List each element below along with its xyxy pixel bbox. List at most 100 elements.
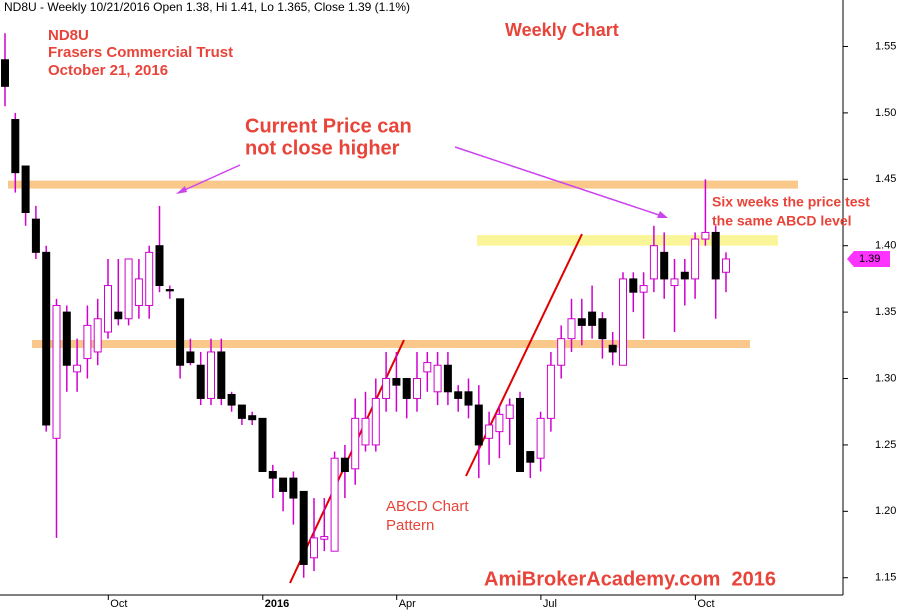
arrow-head [176, 186, 187, 194]
pattern-label: Pattern [386, 517, 434, 534]
candle-body [485, 424, 494, 439]
candle-body [1, 59, 9, 87]
candle-body [382, 378, 391, 399]
candle-body [392, 378, 401, 386]
candle-body [474, 404, 483, 446]
chart-label: Weekly Chart [505, 20, 619, 40]
y-tick-label: 1.40 [875, 240, 896, 252]
candle-body [155, 245, 164, 287]
candle-body [402, 378, 411, 399]
candle-body [114, 311, 123, 320]
x-tick-label: Oct [110, 598, 127, 610]
candle-body [413, 378, 421, 399]
candle-body [186, 351, 195, 364]
candle-body [340, 457, 349, 472]
y-tick-label: 1.25 [875, 439, 896, 451]
candle-body [31, 218, 40, 253]
price-band [477, 235, 778, 246]
candle-body [649, 245, 658, 280]
candle-body [310, 537, 318, 559]
candle-body [722, 258, 730, 273]
candle-body [495, 413, 504, 433]
chart-title: ND8U - Weekly 10/21/2016 Open 1.38, Hi 1… [4, 0, 410, 14]
pattern-label: ABCD Chart [386, 498, 469, 515]
watermark: AmiBrokerAcademy.com 2016 [484, 568, 776, 590]
candle-body [134, 278, 143, 306]
candle-body [619, 278, 627, 366]
candle-body [464, 391, 473, 406]
candle-body [320, 536, 329, 540]
x-tick-label: 2016 [265, 598, 289, 610]
x-tick-label: Oct [697, 598, 714, 610]
candle-body [371, 397, 380, 446]
candle-body [217, 351, 226, 399]
candle-body [21, 165, 30, 213]
date: October 21, 2016 [48, 62, 168, 79]
note: not close higher [245, 137, 400, 159]
arrow-head [657, 211, 668, 218]
y-tick-label: 1.20 [875, 505, 896, 517]
candle-body [361, 417, 370, 446]
candle-body [11, 119, 20, 174]
candle-body [145, 251, 154, 306]
candle-body [711, 231, 720, 280]
candle-body [546, 364, 555, 419]
candle-body [351, 417, 360, 470]
y-tick-label: 1.50 [875, 107, 896, 119]
candle-body [258, 417, 267, 472]
x-tick-label: Jul [543, 598, 557, 610]
candle-body [330, 457, 339, 552]
candle-body [176, 298, 185, 366]
candle-body [639, 285, 648, 293]
y-tick-label: 1.55 [875, 40, 896, 52]
candle-body [196, 364, 205, 399]
y-tick-label: 1.30 [875, 372, 896, 384]
candle-body [42, 251, 51, 426]
candle-body [588, 311, 597, 326]
ticks: 1.15 1.20 1.25 1.30 1.35 1.40 1.45 1.50 1.55 Oct 2… [107, 40, 896, 610]
candle-body [237, 404, 246, 419]
note: Six weeks the price test [712, 194, 870, 210]
symbol: ND8U [48, 27, 89, 44]
candle-body [567, 318, 576, 340]
candle-body [299, 490, 308, 565]
candle-body [423, 362, 432, 373]
price-band [8, 180, 798, 189]
candle-body [207, 351, 215, 399]
candle-body [557, 338, 566, 366]
candles [1, 33, 730, 578]
candle-body [279, 477, 288, 492]
candle-body [608, 344, 617, 353]
y-tick-label: 1.35 [875, 306, 896, 318]
arrow [454, 146, 666, 218]
candle-body [124, 258, 133, 320]
candle-body [454, 391, 463, 399]
candle-body [62, 311, 71, 366]
last-price-tag [847, 250, 890, 267]
candle-body [536, 417, 545, 459]
candle-body [629, 278, 638, 293]
candle-body [289, 477, 298, 499]
candle-body [691, 238, 700, 280]
x-tick-label: Apr [399, 598, 416, 610]
candle-body [680, 271, 689, 280]
candle-body [227, 393, 236, 406]
candle-body [433, 364, 442, 393]
candle-body [93, 318, 102, 353]
candle-body [165, 289, 174, 292]
note: Current Price can [245, 115, 412, 137]
candle-body [248, 415, 257, 421]
candle-body [670, 278, 679, 287]
candle-body [701, 231, 710, 240]
bands [8, 180, 798, 348]
company: Frasers Commercial Trust [48, 44, 233, 61]
candle-body [268, 470, 277, 479]
y-tick-label: 1.45 [875, 173, 896, 185]
note: the same ABCD level [712, 213, 852, 229]
candle-body [73, 364, 82, 373]
candle-body [660, 251, 669, 280]
candle-body [505, 404, 514, 419]
candle-body [526, 451, 535, 463]
